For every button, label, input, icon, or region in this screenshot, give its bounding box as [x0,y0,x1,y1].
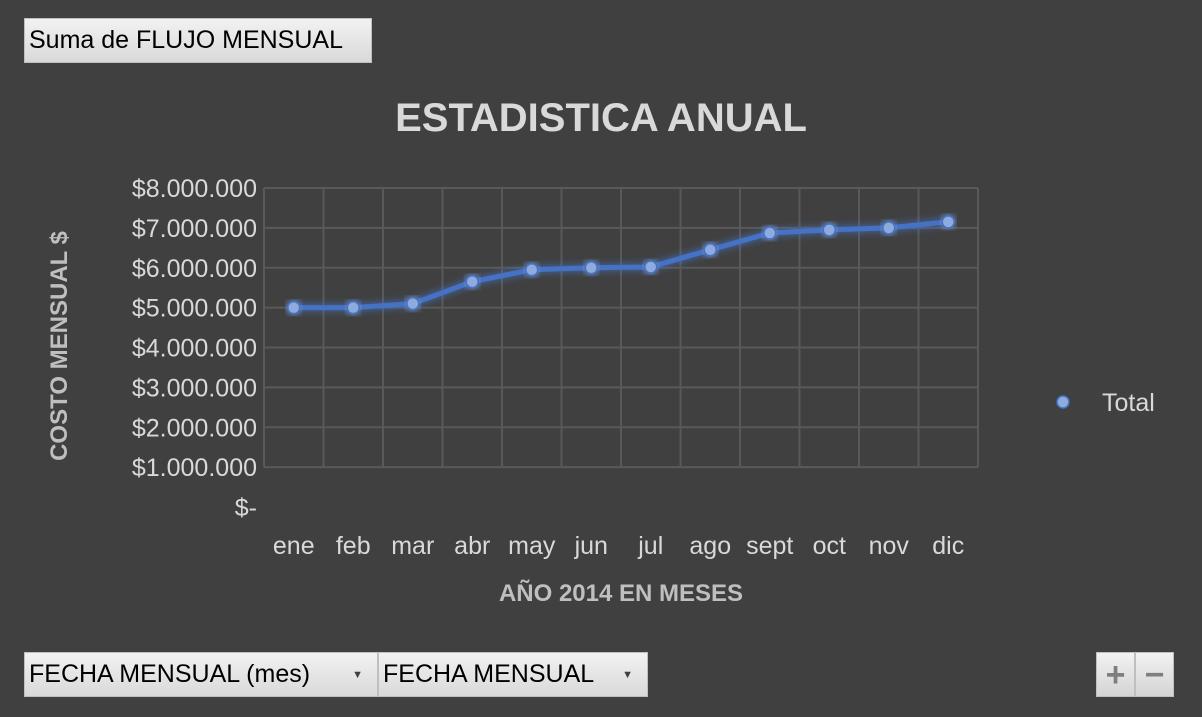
y-tick-label: $3.000.000 [132,374,257,402]
x-tick-label: mar [391,532,434,560]
series-line-total [291,219,951,311]
x-tick-label: sept [746,532,793,560]
y-tick-label: $6.000.000 [132,255,257,283]
data-point[interactable] [406,296,420,311]
data-point[interactable] [763,226,777,240]
data-point[interactable] [346,300,360,315]
axis-field-date-dropdown[interactable]: FECHA MENSUAL ▼ [378,652,648,697]
axis-field-month-dropdown[interactable]: FECHA MENSUAL (mes) ▼ [24,652,378,697]
y-tick-label: $7.000.000 [132,215,257,243]
minus-icon: − [1144,655,1165,694]
chart-title: ESTADISTICA ANUAL [395,96,807,140]
x-tick-label: feb [336,532,371,560]
data-point[interactable] [882,221,896,235]
y-tick-label: $8.000.000 [132,175,257,203]
y-tick-label: $5.000.000 [132,295,257,323]
dropdown-arrow-icon: ▼ [622,668,633,681]
data-point[interactable] [644,260,658,274]
dropdown-arrow-icon: ▼ [352,668,363,681]
x-tick-label: oct [813,532,846,560]
legend-marker [1056,395,1070,409]
expand-field-button[interactable]: + [1096,652,1135,697]
x-tick-label: ago [689,532,731,560]
x-tick-label: jun [574,532,608,560]
y-axis-label: COSTO MENSUAL $ [46,230,73,460]
x-tick-label: jul [637,532,663,560]
x-tick-label: nov [869,532,910,560]
legend-label: Total [1102,389,1155,417]
x-tick-label: dic [932,532,964,560]
x-tick-label: may [508,532,556,560]
y-tick-label: $4.000.000 [132,335,257,363]
x-axis-label: AÑO 2014 EN MESES [499,579,743,607]
data-point[interactable] [703,243,717,257]
values-field-button[interactable]: Suma de FLUJO MENSUAL [24,18,372,63]
axis-field-month-label: FECHA MENSUAL (mes) [29,660,311,688]
y-tick-label: $2.000.000 [132,414,257,442]
y-tick-label: $1.000.000 [132,454,257,482]
data-point[interactable] [525,262,539,277]
data-point[interactable] [941,215,955,229]
plus-icon: + [1105,655,1126,694]
x-tick-label: abr [454,532,490,560]
values-field-label: Suma de FLUJO MENSUAL [29,26,343,54]
data-point[interactable] [584,261,598,275]
x-tick-label: ene [273,532,315,560]
axis-field-date-label: FECHA MENSUAL [383,660,595,688]
y-tick-label: $- [235,494,257,522]
data-point[interactable] [822,223,836,237]
data-point[interactable] [465,274,479,289]
collapse-field-button[interactable]: − [1135,652,1174,697]
data-point[interactable] [287,300,301,315]
